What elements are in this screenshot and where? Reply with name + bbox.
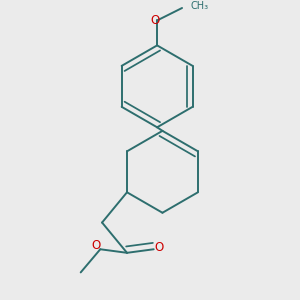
Text: O: O xyxy=(92,239,100,252)
Text: O: O xyxy=(154,241,164,254)
Text: CH₃: CH₃ xyxy=(191,1,209,11)
Text: O: O xyxy=(151,14,160,27)
